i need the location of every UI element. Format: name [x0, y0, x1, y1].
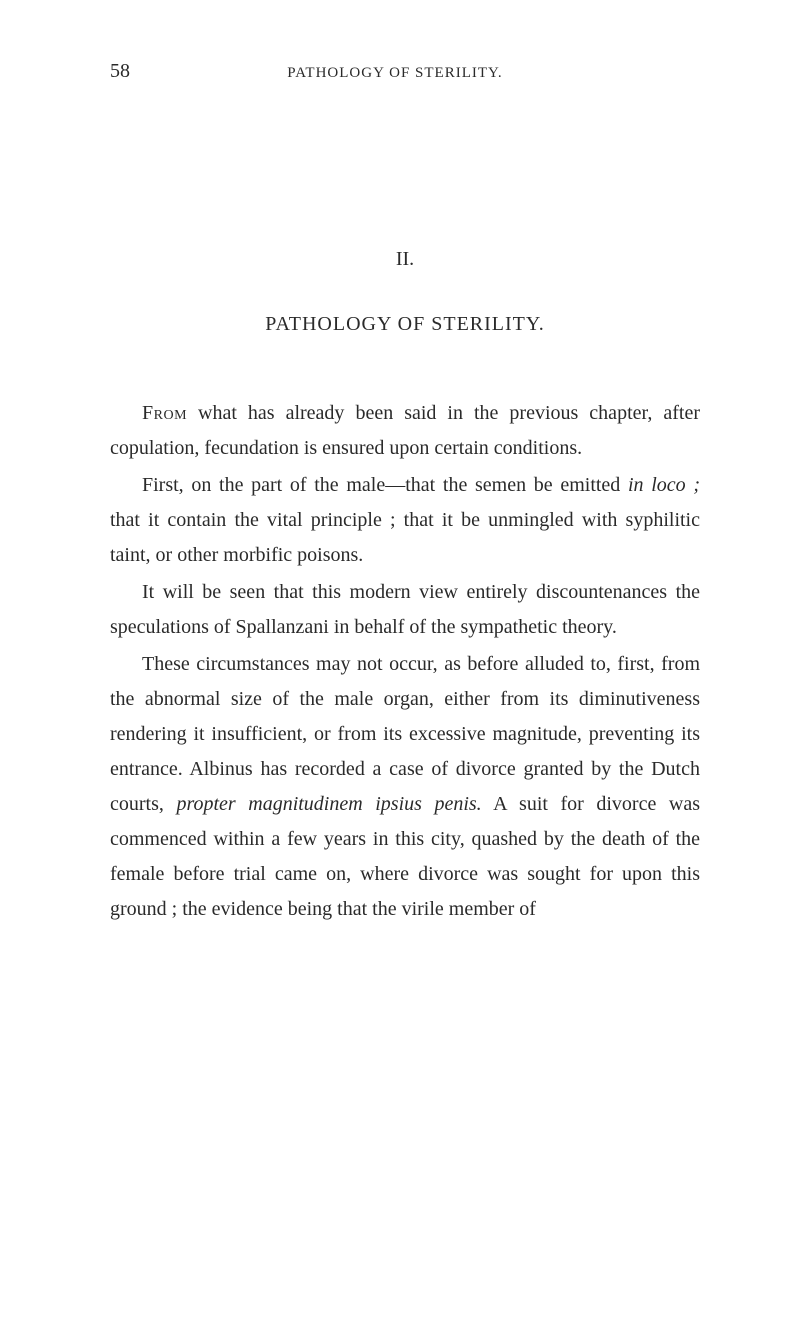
page-number: 58: [110, 60, 130, 83]
running-head: PATHOLOGY OF STERILITY.: [130, 65, 660, 82]
paragraph-1: From what has already been said in the p…: [110, 396, 700, 466]
chapter-number: II.: [110, 248, 700, 271]
lead-word: From: [142, 402, 187, 424]
page-header: 58 PATHOLOGY OF STERILITY.: [110, 60, 700, 83]
p4-italic-1: propter magnitudinem ipsius penis.: [176, 793, 481, 815]
paragraph-1-rest: what has already been said in the previo…: [110, 402, 700, 459]
p2-a: First, on the part of the male—that the …: [142, 474, 628, 496]
p2-italic-1: in loco ;: [628, 474, 700, 496]
page-container: 58 PATHOLOGY OF STERILITY. II. PATHOLOGY…: [0, 0, 800, 989]
paragraph-2: First, on the part of the male—that the …: [110, 468, 700, 573]
body-text: From what has already been said in the p…: [110, 396, 700, 927]
paragraph-3: It will be seen that this modern view en…: [110, 575, 700, 645]
chapter-title: PATHOLOGY OF STERILITY.: [110, 313, 700, 336]
p4-a: These circumstances may not occur, as be…: [110, 653, 700, 815]
p2-b: that it contain the vital principle ; th…: [110, 509, 700, 566]
paragraph-4: These circumstances may not occur, as be…: [110, 647, 700, 927]
